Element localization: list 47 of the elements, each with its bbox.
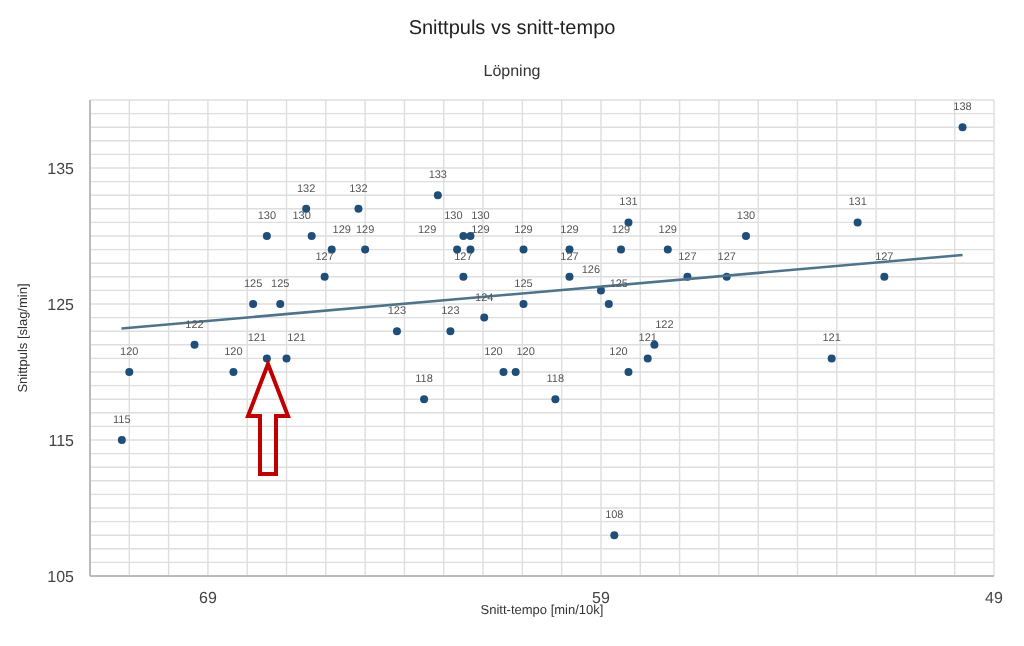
point <box>229 368 238 376</box>
point <box>433 191 442 200</box>
point <box>650 340 659 349</box>
point <box>827 354 836 363</box>
y-tick-label: 115 <box>48 431 76 450</box>
point <box>282 354 291 363</box>
point <box>276 300 285 308</box>
point <box>551 395 560 404</box>
point <box>392 327 401 336</box>
point <box>320 272 329 281</box>
point <box>446 327 455 336</box>
point <box>958 123 967 132</box>
point <box>361 245 370 254</box>
point <box>643 354 652 363</box>
y-tick-label: 105 <box>47 567 76 586</box>
point <box>853 218 862 227</box>
point <box>480 313 489 322</box>
point <box>880 272 889 281</box>
point <box>459 232 468 240</box>
point <box>125 368 134 376</box>
point <box>499 368 508 376</box>
point <box>262 354 271 363</box>
point <box>741 232 750 240</box>
point <box>307 232 316 240</box>
point <box>519 245 528 254</box>
chart-title: Snittpuls vs snitt-tempo <box>406 18 618 40</box>
point <box>354 204 363 213</box>
point <box>565 272 574 281</box>
point <box>466 232 475 240</box>
y-tick-label: 125 <box>47 295 76 314</box>
point <box>459 272 468 281</box>
chart-subtitle: Löpning <box>481 62 543 80</box>
point <box>511 368 520 376</box>
y-tick-label: 135 <box>47 159 76 178</box>
x-tick-label: 69 <box>199 589 218 608</box>
point <box>519 300 528 308</box>
point <box>262 232 271 240</box>
point <box>610 531 619 540</box>
point <box>117 436 126 444</box>
point <box>420 395 429 404</box>
point <box>663 245 672 254</box>
point <box>190 340 199 349</box>
point <box>249 300 258 308</box>
x-tick-label: 49 <box>985 589 1004 608</box>
point <box>604 300 613 308</box>
point <box>624 368 633 376</box>
point <box>617 245 625 254</box>
